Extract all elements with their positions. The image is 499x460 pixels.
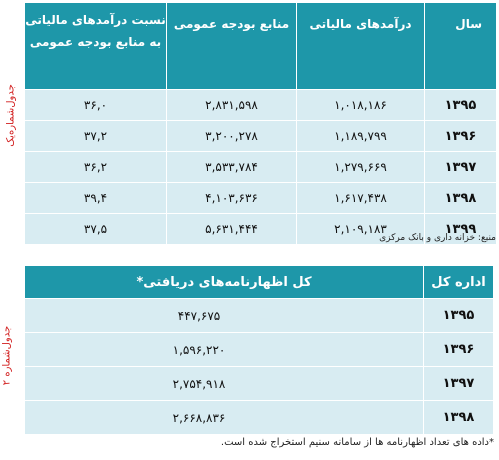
cell-budget: ۲,۸۳۱,۵۹۸ xyxy=(166,89,297,121)
header-office: اداره کل xyxy=(423,265,494,299)
tax-returns-table: اداره کل کل اظهارنامه‌های دریافتی* ۱۳۹۵ … xyxy=(24,265,494,435)
table1-side-label: جدول‌شماره‌یک xyxy=(5,84,17,147)
cell-budget: ۳,۵۳۳,۷۸۴ xyxy=(166,151,297,183)
footnote: *داده های تعداد اظهارنامه ها از سامانه س… xyxy=(220,437,494,448)
table-row: ۱۳۹۵ ۴۴۷,۶۷۵ xyxy=(24,298,494,333)
header-total-returns: کل اظهارنامه‌های دریافتی* xyxy=(24,265,424,299)
table-row: ۱۳۹۶ ۱,۱۸۹,۷۹۹ ۳,۲۰۰,۲۷۸ ۳۷,۲ xyxy=(24,120,497,152)
header-ratio: نسبت درآمدهای مالیاتی به منابع بودجه عمو… xyxy=(24,2,167,90)
table-row: ۱۳۹۷ ۲,۷۵۴,۹۱۸ xyxy=(24,366,494,401)
table-row: ۱۳۹۸ ۱,۶۱۷,۴۳۸ ۴,۱۰۳,۶۳۶ ۳۹,۴ xyxy=(24,182,497,214)
cell-year: ۱۳۹۵ xyxy=(424,89,497,121)
table-row: ۱۳۹۷ ۱,۲۷۹,۶۶۹ ۳,۵۳۳,۷۸۴ ۳۶,۲ xyxy=(24,151,497,183)
table-row: ۱۳۹۵ ۱,۰۱۸,۱۸۶ ۲,۸۳۱,۵۹۸ ۳۶,۰ xyxy=(24,89,497,121)
table-header-row: اداره کل کل اظهارنامه‌های دریافتی* xyxy=(24,265,494,299)
header-budget-sources: منابع بودجه عمومی xyxy=(166,2,297,90)
tax-income-table: سال درآمدهای مالیاتی منابع بودجه عمومی ن… xyxy=(24,2,497,245)
cell-year: ۱۳۹۹ xyxy=(424,213,497,245)
cell-budget: ۵,۶۳۱,۴۴۴ xyxy=(166,213,297,245)
cell-budget: ۳,۲۰۰,۲۷۸ xyxy=(166,120,297,152)
cell-ratio: ۳۷,۲ xyxy=(24,120,167,152)
cell-tax-income: ۱,۲۷۹,۶۶۹ xyxy=(296,151,425,183)
cell-ratio: ۳۹,۴ xyxy=(24,182,167,214)
source-caption: منبع: خزانه داری و بانک مرکزی xyxy=(379,233,496,243)
header-ratio-line1: نسبت درآمدهای مالیاتی xyxy=(25,13,166,27)
table-row: ۱۳۹۶ ۱,۵۹۶,۲۲۰ xyxy=(24,332,494,367)
header-year: سال xyxy=(424,2,497,90)
cell-year: ۱۳۹۸ xyxy=(423,400,494,435)
table-row: ۱۳۹۸ ۲,۶۶۸,۸۳۶ xyxy=(24,400,494,435)
header-ratio-line2: به منابع بودجه عمومی xyxy=(29,35,162,49)
cell-year: ۱۳۹۷ xyxy=(424,151,497,183)
cell-tax-income: ۱,۱۸۹,۷۹۹ xyxy=(296,120,425,152)
cell-budget: ۴,۱۰۳,۶۳۶ xyxy=(166,182,297,214)
cell-returns: ۱,۵۹۶,۲۲۰ xyxy=(24,332,424,367)
cell-returns: ۴۴۷,۶۷۵ xyxy=(24,298,424,333)
table2-side-label: جدول‌شماره ۲ xyxy=(1,325,13,386)
header-tax-income: درآمدهای مالیاتی xyxy=(296,2,425,90)
cell-tax-income: ۱,۶۱۷,۴۳۸ xyxy=(296,182,425,214)
cell-returns: ۲,۷۵۴,۹۱۸ xyxy=(24,366,424,401)
cell-ratio: ۳۷,۵ xyxy=(24,213,167,245)
cell-year: ۱۳۹۶ xyxy=(424,120,497,152)
cell-year: ۱۳۹۸ xyxy=(424,182,497,214)
cell-year: ۱۳۹۵ xyxy=(423,298,494,333)
table-row: ۱۳۹۹ ۲,۱۰۹,۱۸۳ ۵,۶۳۱,۴۴۴ ۳۷,۵ xyxy=(24,213,497,245)
cell-ratio: ۳۶,۰ xyxy=(24,89,167,121)
cell-year: ۱۳۹۷ xyxy=(423,366,494,401)
table-header-row: سال درآمدهای مالیاتی منابع بودجه عمومی ن… xyxy=(24,2,497,90)
cell-tax-income: ۱,۰۱۸,۱۸۶ xyxy=(296,89,425,121)
cell-year: ۱۳۹۶ xyxy=(423,332,494,367)
cell-ratio: ۳۶,۲ xyxy=(24,151,167,183)
cell-tax-income: ۲,۱۰۹,۱۸۳ xyxy=(296,213,425,245)
cell-returns: ۲,۶۶۸,۸۳۶ xyxy=(24,400,424,435)
